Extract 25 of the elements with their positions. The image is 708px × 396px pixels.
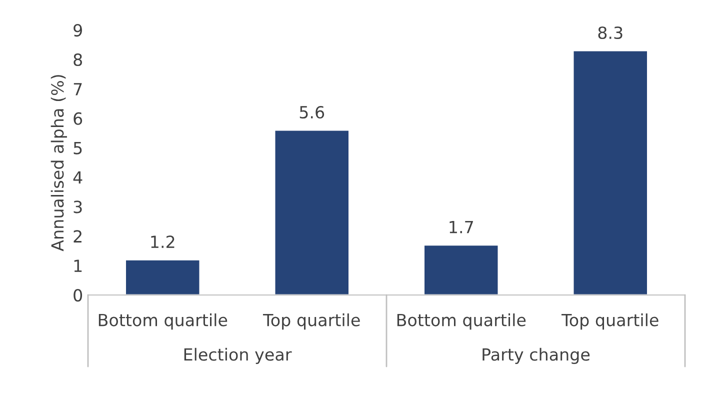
y-tick-label: 6 xyxy=(74,112,82,125)
y-tick-label: 1 xyxy=(74,260,82,272)
y-tick-label: 5 xyxy=(74,142,82,154)
bar xyxy=(423,244,500,295)
x-tick-label: Top quartile xyxy=(262,313,360,330)
y-tick-label: 4 xyxy=(73,171,82,184)
text: Election year xyxy=(184,348,292,364)
bar xyxy=(572,50,648,295)
data-label: 8.3 xyxy=(598,26,622,40)
y-tick-label: 7 xyxy=(74,83,82,96)
data-label: 1.7 xyxy=(450,220,473,234)
bar xyxy=(274,129,350,295)
data-label: 1.2 xyxy=(151,235,174,248)
y-tick-label: 8 xyxy=(74,53,82,66)
y-tick-label: 0 xyxy=(74,288,82,302)
x-tick-label: Top quartile xyxy=(561,313,658,330)
y-tick-label: 3 xyxy=(74,200,82,214)
data-label: 5.6 xyxy=(300,106,324,119)
y-axis-title: Annualised alpha (%) xyxy=(50,75,67,252)
x-tick-label: Bottom quartile xyxy=(98,313,228,330)
y-tick-label: 9 xyxy=(74,24,82,37)
bar xyxy=(124,258,201,295)
y-tick-label: 2 xyxy=(74,230,82,242)
x-tick-label: Bottom quartile xyxy=(397,313,526,330)
text: Party change xyxy=(482,348,590,364)
